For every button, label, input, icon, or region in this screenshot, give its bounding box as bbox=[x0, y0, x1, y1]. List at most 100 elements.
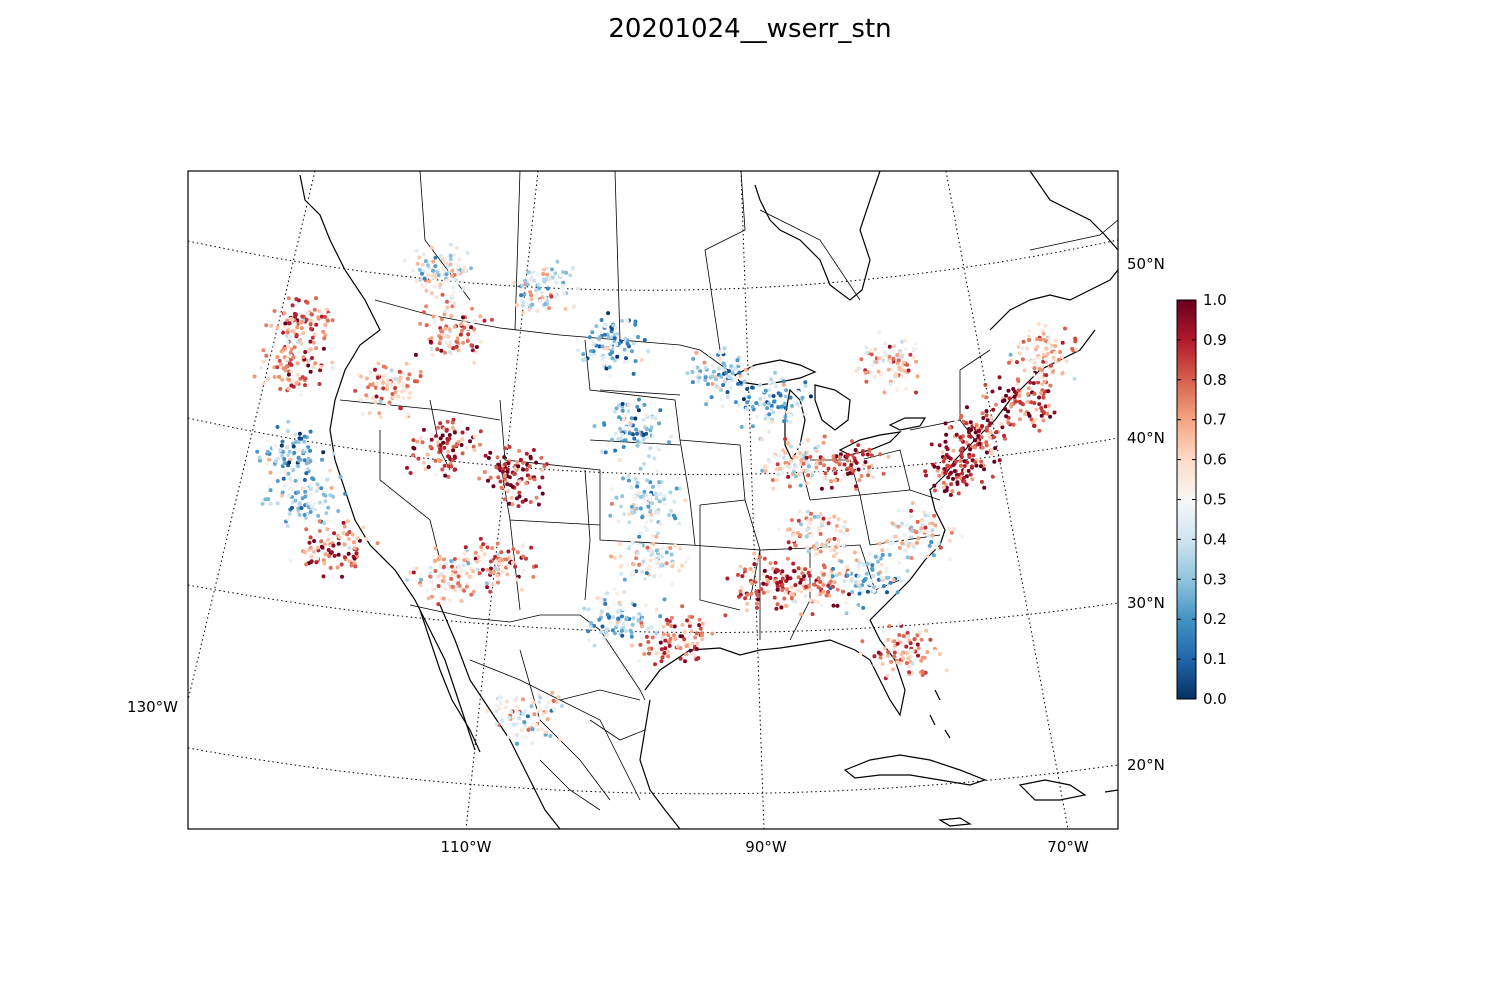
station-point bbox=[629, 630, 634, 635]
station-point bbox=[710, 363, 715, 368]
station-point bbox=[1039, 372, 1044, 377]
station-point bbox=[599, 609, 604, 614]
station-point bbox=[636, 550, 640, 555]
station-point bbox=[804, 534, 809, 539]
station-point bbox=[329, 485, 334, 490]
station-point bbox=[861, 579, 866, 584]
station-point bbox=[295, 380, 300, 385]
station-point bbox=[629, 634, 634, 639]
station-point bbox=[780, 588, 785, 593]
station-point bbox=[1042, 379, 1047, 384]
station-point bbox=[429, 347, 434, 351]
station-point bbox=[801, 461, 806, 466]
station-point bbox=[877, 356, 882, 361]
station-point bbox=[661, 545, 665, 550]
station-point bbox=[421, 427, 426, 432]
station-point bbox=[968, 447, 973, 452]
station-point bbox=[330, 360, 335, 365]
station-point bbox=[972, 445, 977, 450]
station-point bbox=[936, 465, 941, 470]
station-point bbox=[623, 336, 628, 341]
station-point bbox=[979, 459, 984, 464]
station-point bbox=[277, 358, 282, 363]
station-point bbox=[588, 349, 593, 354]
station-point bbox=[1074, 347, 1079, 352]
station-point bbox=[1049, 366, 1054, 371]
station-point bbox=[541, 272, 546, 276]
station-point bbox=[1027, 334, 1031, 339]
station-point bbox=[638, 506, 643, 511]
station-point bbox=[294, 297, 299, 302]
station-point bbox=[504, 487, 509, 492]
station-point bbox=[990, 474, 995, 479]
station-point bbox=[630, 432, 635, 437]
station-point bbox=[717, 366, 721, 371]
station-point bbox=[290, 329, 295, 334]
station-point bbox=[672, 624, 677, 629]
station-point bbox=[797, 509, 802, 514]
station-point bbox=[845, 532, 850, 537]
station-point bbox=[331, 543, 336, 548]
station-point bbox=[867, 552, 872, 557]
station-point bbox=[595, 595, 600, 600]
station-point bbox=[605, 346, 610, 351]
station-point bbox=[278, 362, 283, 367]
station-point bbox=[895, 353, 900, 357]
station-point bbox=[738, 589, 743, 594]
station-point bbox=[719, 374, 724, 379]
station-point bbox=[1073, 336, 1078, 341]
station-point bbox=[291, 444, 296, 449]
station-point bbox=[623, 628, 628, 633]
station-point bbox=[515, 733, 520, 738]
station-point bbox=[808, 598, 813, 603]
station-point bbox=[1025, 399, 1030, 404]
station-point bbox=[1041, 352, 1046, 357]
station-point bbox=[280, 377, 285, 382]
station-point bbox=[652, 574, 657, 579]
station-point bbox=[845, 453, 850, 458]
station-point bbox=[419, 577, 423, 582]
station-point bbox=[322, 521, 327, 526]
station-point bbox=[781, 379, 786, 384]
station-point bbox=[706, 382, 710, 387]
station-point bbox=[984, 409, 989, 414]
station-point bbox=[319, 544, 324, 549]
station-point bbox=[646, 513, 651, 518]
station-point bbox=[644, 435, 649, 440]
station-point bbox=[642, 402, 647, 407]
station-point bbox=[740, 574, 745, 579]
station-point bbox=[471, 444, 476, 449]
station-point bbox=[302, 439, 307, 444]
station-point bbox=[495, 573, 500, 578]
station-point bbox=[808, 521, 813, 526]
station-point bbox=[645, 478, 650, 483]
station-point bbox=[962, 479, 967, 484]
station-point bbox=[1027, 328, 1032, 333]
station-point bbox=[398, 406, 403, 411]
station-point bbox=[608, 373, 613, 378]
station-point bbox=[282, 311, 287, 316]
station-point bbox=[519, 587, 524, 592]
station-point bbox=[919, 637, 924, 642]
station-point bbox=[716, 385, 721, 390]
station-point bbox=[292, 345, 297, 350]
station-point bbox=[430, 594, 434, 599]
station-point bbox=[311, 549, 316, 554]
station-point bbox=[958, 415, 963, 420]
station-point bbox=[917, 630, 922, 635]
station-point bbox=[536, 273, 541, 277]
colorbar-ticks: 1.00.90.80.70.60.50.40.30.20.10.0 bbox=[1177, 291, 1227, 708]
station-point bbox=[990, 389, 995, 394]
station-point bbox=[601, 362, 605, 367]
station-point bbox=[547, 276, 552, 281]
station-point bbox=[938, 545, 943, 550]
station-point bbox=[456, 270, 461, 275]
station-point bbox=[478, 340, 483, 345]
station-point bbox=[626, 402, 631, 407]
station-point bbox=[452, 454, 457, 459]
station-point bbox=[808, 394, 813, 399]
station-point bbox=[319, 314, 324, 319]
station-point bbox=[818, 470, 823, 475]
station-point bbox=[644, 520, 649, 525]
station-point bbox=[856, 467, 861, 472]
